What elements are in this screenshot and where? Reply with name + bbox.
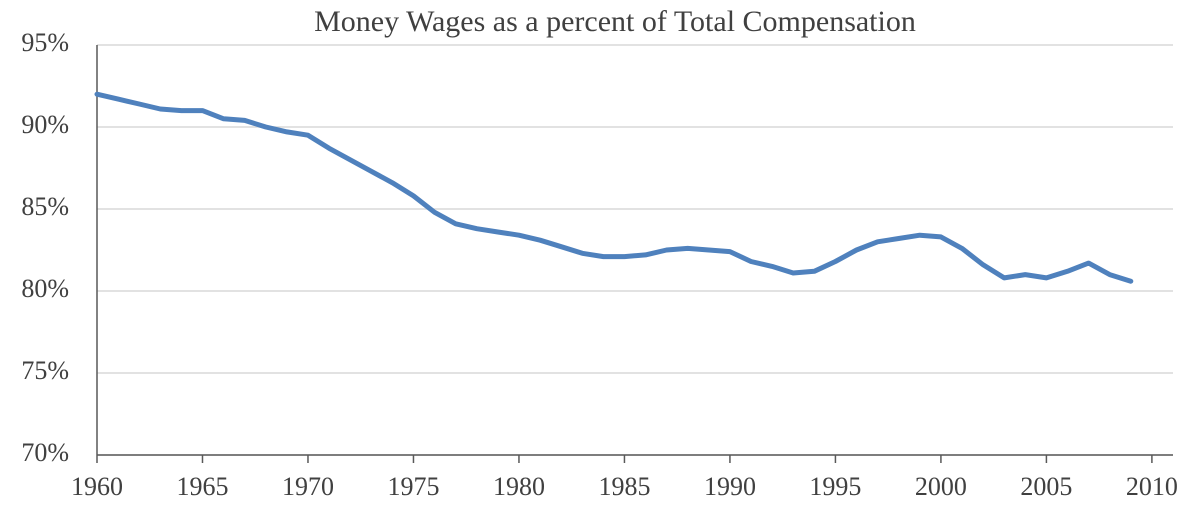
x-tick-label: 1985 bbox=[598, 472, 650, 501]
x-tick-label: 1975 bbox=[387, 472, 439, 501]
x-tick-label: 1990 bbox=[704, 472, 756, 501]
x-tick-label: 2010 bbox=[1126, 472, 1178, 501]
y-tick-label: 90% bbox=[21, 110, 69, 139]
y-tick-label: 95% bbox=[21, 28, 69, 57]
data-line bbox=[94, 91, 1134, 284]
x-tick-label: 2005 bbox=[1020, 472, 1072, 501]
y-tick-label: 75% bbox=[21, 356, 69, 385]
x-tick-label: 1995 bbox=[809, 472, 861, 501]
x-tick-label: 1965 bbox=[176, 472, 228, 501]
y-tick-label: 70% bbox=[21, 438, 69, 467]
y-tick-label: 80% bbox=[21, 274, 69, 303]
x-tick-label: 1970 bbox=[282, 472, 334, 501]
chart-title: Money Wages as a percent of Total Compen… bbox=[314, 5, 916, 38]
y-tick-label: 85% bbox=[21, 192, 69, 221]
x-tick-label: 1980 bbox=[493, 472, 545, 501]
x-tick-label: 1960 bbox=[71, 472, 123, 501]
x-tick-label: 2000 bbox=[915, 472, 967, 501]
